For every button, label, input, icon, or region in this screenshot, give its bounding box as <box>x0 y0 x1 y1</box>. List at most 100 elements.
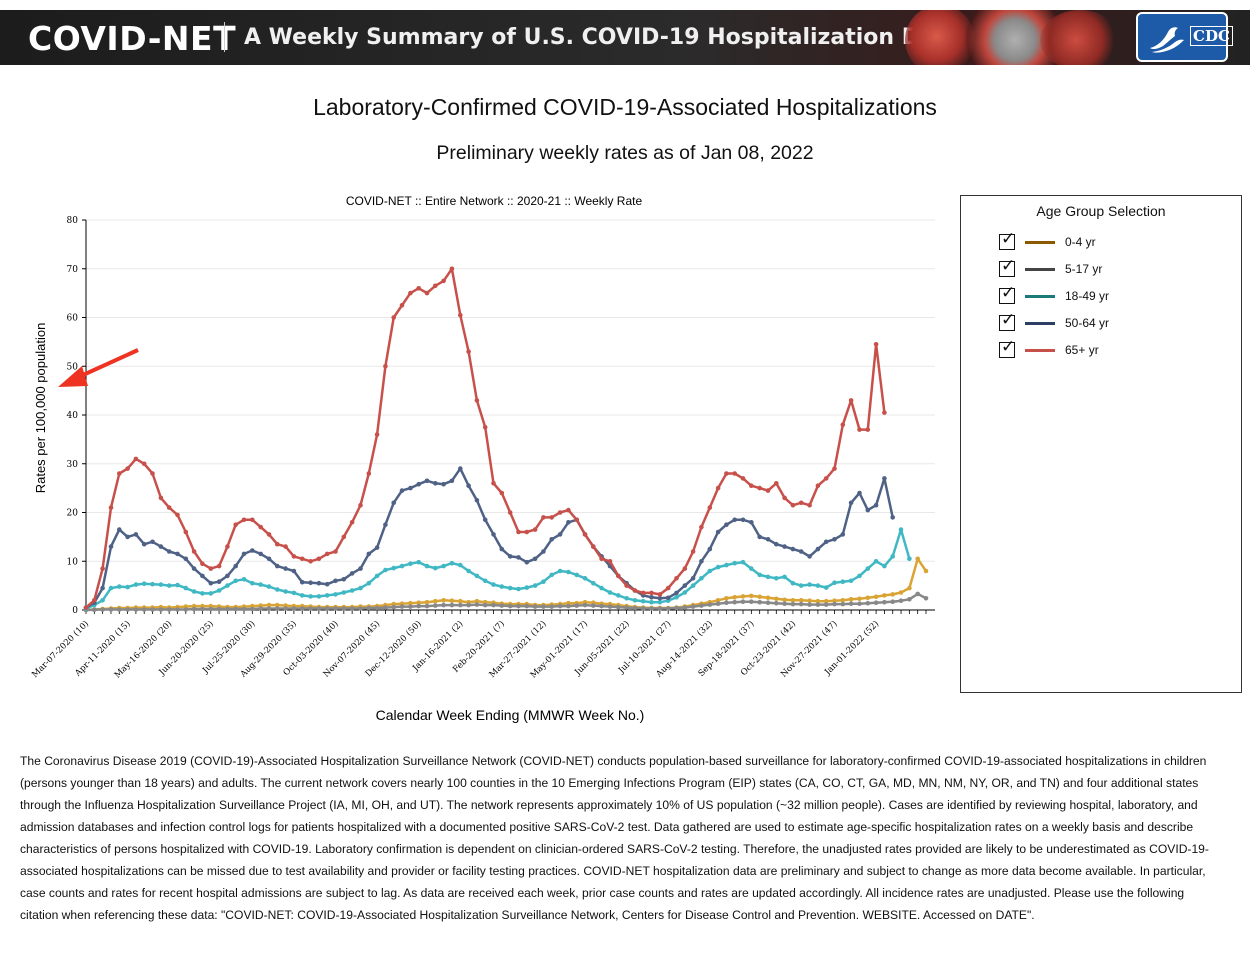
data-point[interactable] <box>449 560 455 566</box>
data-point[interactable] <box>749 520 754 525</box>
data-point[interactable] <box>100 585 105 591</box>
data-point[interactable] <box>715 598 721 603</box>
data-point[interactable] <box>299 556 305 562</box>
data-point[interactable] <box>150 607 155 612</box>
data-point[interactable] <box>707 505 713 510</box>
data-point[interactable] <box>266 556 272 562</box>
data-point[interactable] <box>840 598 846 603</box>
data-point[interactable] <box>499 603 505 608</box>
data-point[interactable] <box>225 583 230 588</box>
data-point[interactable] <box>715 601 721 606</box>
data-point[interactable] <box>324 593 330 598</box>
data-point[interactable] <box>324 581 330 587</box>
data-point[interactable] <box>466 602 471 608</box>
data-point[interactable] <box>798 598 804 603</box>
data-point[interactable] <box>433 565 438 571</box>
data-point[interactable] <box>882 410 887 415</box>
data-point[interactable] <box>740 517 746 523</box>
data-point[interactable] <box>682 566 688 571</box>
data-point[interactable] <box>665 595 671 601</box>
data-point[interactable] <box>366 580 372 586</box>
data-point[interactable] <box>466 349 471 354</box>
data-point[interactable] <box>208 566 214 571</box>
data-point[interactable] <box>724 596 729 601</box>
data-point[interactable] <box>832 466 837 471</box>
data-point[interactable] <box>250 606 255 612</box>
checkbox[interactable]: ✓ <box>999 230 1015 250</box>
data-point[interactable] <box>166 607 172 612</box>
data-point[interactable] <box>316 594 322 599</box>
data-point[interactable] <box>690 583 696 588</box>
data-point[interactable] <box>358 585 363 591</box>
data-point[interactable] <box>782 544 787 549</box>
data-point[interactable] <box>441 278 446 284</box>
checkbox[interactable]: ✓ <box>999 338 1015 358</box>
data-point[interactable] <box>574 603 579 608</box>
data-point[interactable] <box>108 544 114 549</box>
data-point[interactable] <box>83 605 89 610</box>
data-point[interactable] <box>574 572 579 578</box>
data-point[interactable] <box>349 520 355 525</box>
data-point[interactable] <box>191 566 197 571</box>
data-point[interactable] <box>591 603 596 608</box>
data-point[interactable] <box>757 485 762 491</box>
data-point[interactable] <box>191 589 197 594</box>
data-point[interactable] <box>757 534 762 540</box>
data-point[interactable] <box>732 517 737 523</box>
data-point[interactable] <box>241 577 247 582</box>
data-point[interactable] <box>275 587 280 592</box>
data-point[interactable] <box>566 520 571 525</box>
data-point[interactable] <box>807 502 812 508</box>
data-point[interactable] <box>225 544 230 549</box>
data-point[interactable] <box>466 568 471 574</box>
data-point[interactable] <box>250 580 255 586</box>
data-point[interactable] <box>674 576 679 581</box>
data-point[interactable] <box>907 585 912 591</box>
data-point[interactable] <box>233 563 238 569</box>
data-point[interactable] <box>724 600 729 605</box>
data-point[interactable] <box>532 604 538 609</box>
data-point[interactable] <box>374 605 380 611</box>
data-point[interactable] <box>117 607 122 612</box>
data-point[interactable] <box>441 602 446 608</box>
data-point[interactable] <box>682 583 688 588</box>
data-point[interactable] <box>790 580 796 586</box>
data-point[interactable] <box>882 599 887 605</box>
data-point[interactable] <box>499 546 505 552</box>
data-point[interactable] <box>241 551 247 557</box>
data-point[interactable] <box>299 606 305 611</box>
data-point[interactable] <box>532 527 538 532</box>
data-point[interactable] <box>458 598 463 604</box>
data-point[interactable] <box>807 554 812 559</box>
data-point[interactable] <box>92 607 97 613</box>
data-point[interactable] <box>582 576 588 581</box>
data-point[interactable] <box>191 549 197 554</box>
data-point[interactable] <box>92 598 97 603</box>
data-point[interactable] <box>848 398 854 403</box>
data-point[interactable] <box>449 598 455 603</box>
data-point[interactable] <box>482 517 488 523</box>
data-point[interactable] <box>765 574 771 580</box>
data-point[interactable] <box>599 556 604 562</box>
data-point[interactable] <box>208 591 214 596</box>
data-point[interactable] <box>291 554 297 559</box>
data-point[interactable] <box>474 398 480 403</box>
data-point[interactable] <box>823 598 829 604</box>
data-point[interactable] <box>366 471 372 476</box>
data-point[interactable] <box>715 529 721 535</box>
data-point[interactable] <box>865 595 871 601</box>
checkbox[interactable]: ✓ <box>999 311 1015 331</box>
data-point[interactable] <box>890 599 895 604</box>
data-point[interactable] <box>117 471 122 476</box>
data-point[interactable] <box>391 604 397 610</box>
data-point[interactable] <box>607 559 613 564</box>
data-point[interactable] <box>798 601 804 607</box>
data-point[interactable] <box>798 583 804 588</box>
data-point[interactable] <box>624 583 629 588</box>
data-point[interactable] <box>749 593 754 599</box>
data-point[interactable] <box>765 488 771 493</box>
data-point[interactable] <box>158 607 164 612</box>
data-point[interactable] <box>258 606 264 611</box>
data-point[interactable] <box>507 603 513 609</box>
data-point[interactable] <box>665 606 671 611</box>
